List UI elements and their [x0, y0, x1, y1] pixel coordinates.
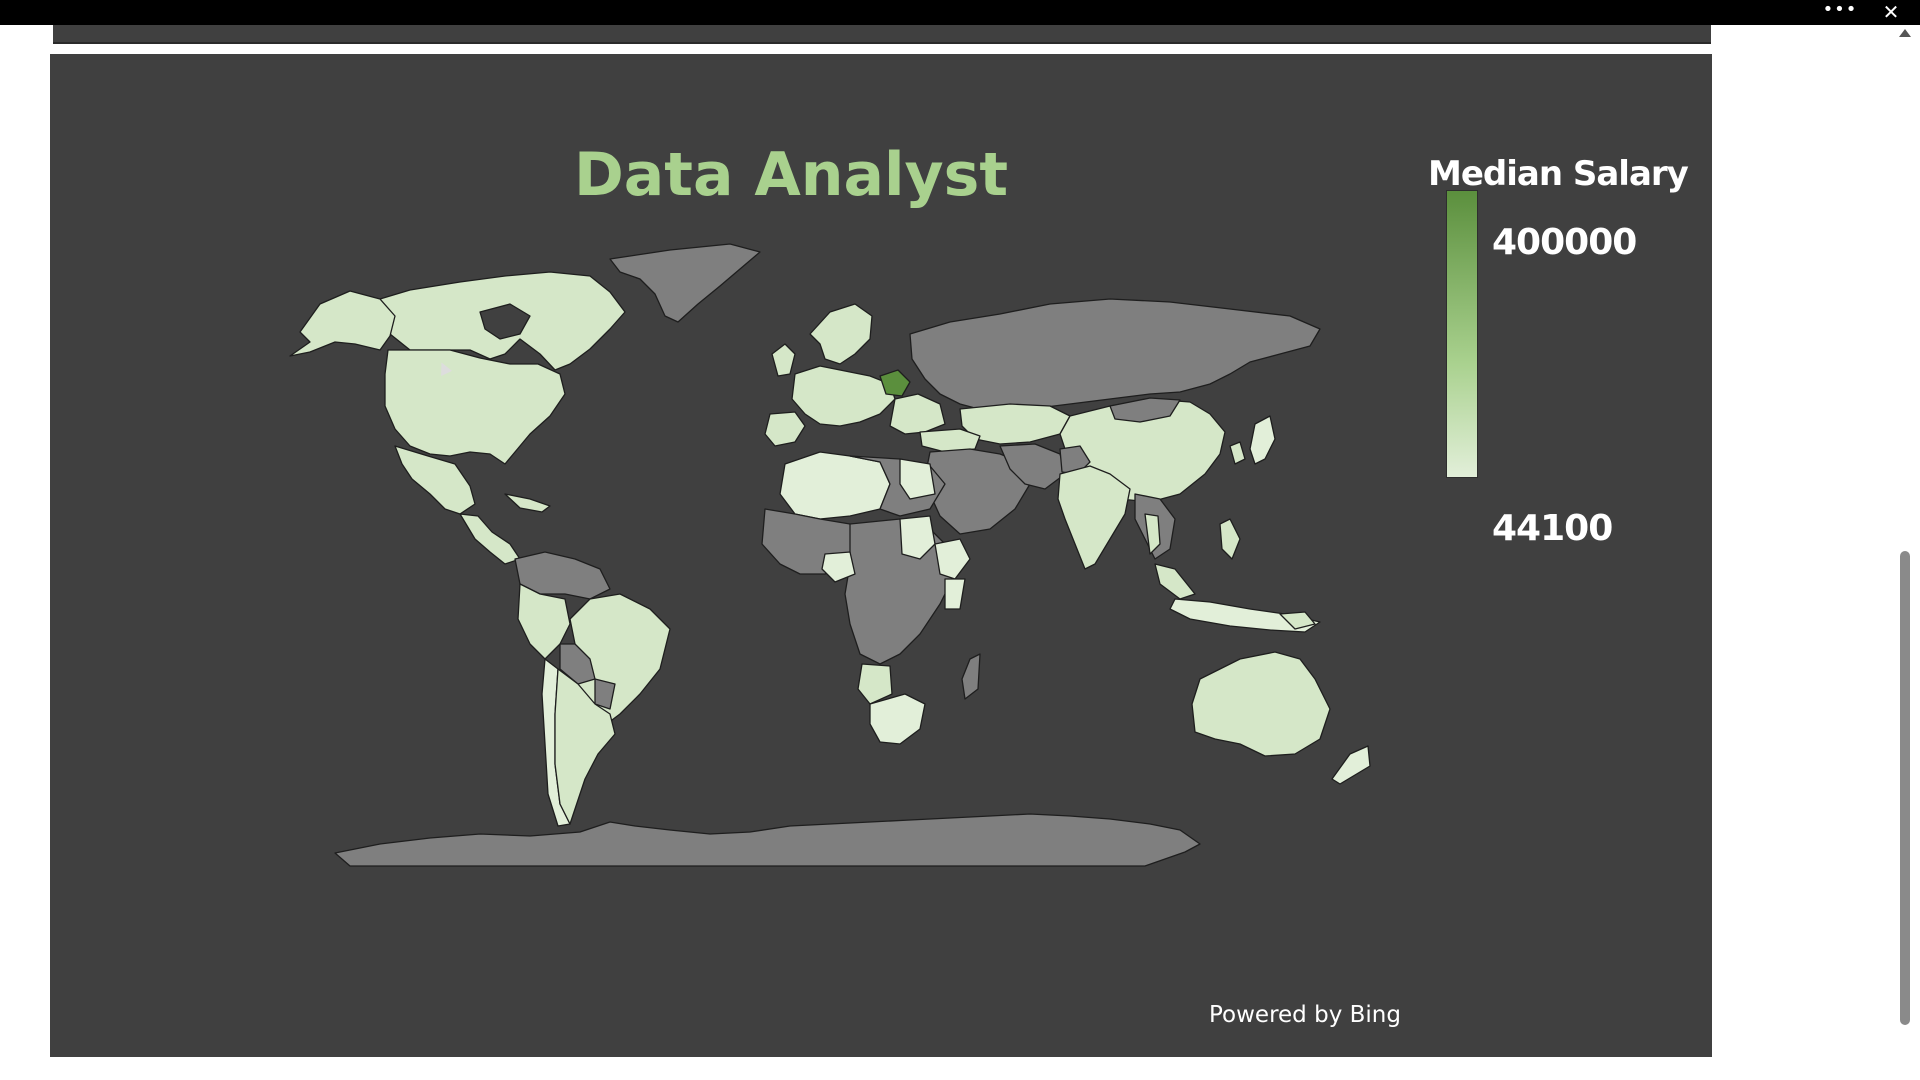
region-usa	[384, 349, 566, 465]
region-iran	[999, 443, 1066, 490]
region-caribbean	[504, 493, 551, 513]
vertical-scrollbar[interactable]	[1896, 25, 1920, 1080]
region-western-europe	[791, 365, 896, 427]
region-papua	[1279, 611, 1316, 630]
region-philippines	[1219, 518, 1241, 560]
region-alaska	[289, 290, 396, 357]
region-nigeria	[821, 551, 856, 583]
region-scandinavia	[809, 303, 873, 365]
region-paraguay	[594, 678, 616, 710]
region-thailand	[1144, 513, 1161, 555]
region-sudan	[899, 515, 936, 560]
region-central-africa	[844, 518, 956, 665]
region-australia	[1191, 651, 1331, 757]
region-korea	[1229, 441, 1246, 465]
region-argentina	[554, 668, 616, 825]
region-indonesia	[1169, 598, 1321, 633]
legend-min-value: 44100	[1492, 508, 1613, 549]
scroll-thumb[interactable]	[1900, 551, 1910, 1025]
region-belarus	[879, 369, 911, 397]
more-horizontal-icon[interactable]: •••	[1822, 0, 1858, 20]
region-hudson-bay	[479, 303, 531, 340]
region-madagascar	[961, 653, 981, 700]
region-mongolia	[1109, 397, 1181, 423]
region-uk	[771, 343, 796, 377]
window-titlebar: ••• ✕	[0, 0, 1920, 25]
region-japan	[1249, 415, 1276, 465]
region-russia	[909, 298, 1321, 413]
region-mexico	[394, 445, 476, 515]
legend-title: Median Salary	[1428, 154, 1689, 194]
region-antarctica	[334, 813, 1201, 867]
region-new-zealand	[1331, 745, 1371, 785]
region-kenya	[944, 578, 966, 610]
legend-color-scale	[1446, 190, 1478, 478]
world-map	[289, 243, 1371, 867]
region-malaysia	[1154, 563, 1196, 600]
map-attribution: Powered by Bing	[1209, 1002, 1401, 1028]
region-india	[1057, 465, 1131, 570]
region-iberia	[764, 411, 806, 447]
region-south-africa	[869, 693, 926, 745]
map-slide: Data Analyst Median Salary 400000 44100 …	[50, 54, 1712, 1057]
map-title: Data Analyst	[573, 140, 1009, 210]
region-egypt	[899, 458, 936, 500]
region-north-africa	[779, 451, 891, 520]
close-icon[interactable]: ✕	[1882, 0, 1900, 24]
region-central-america	[459, 513, 521, 565]
region-turkey	[919, 428, 981, 453]
scroll-up-arrow-icon[interactable]	[1899, 29, 1911, 37]
region-angola	[857, 663, 893, 705]
region-ethiopia	[934, 538, 971, 580]
region-eastern-europe	[889, 393, 946, 435]
region-greenland	[609, 243, 761, 323]
legend-max-value: 400000	[1492, 222, 1637, 263]
previous-slide-edge	[53, 25, 1711, 44]
